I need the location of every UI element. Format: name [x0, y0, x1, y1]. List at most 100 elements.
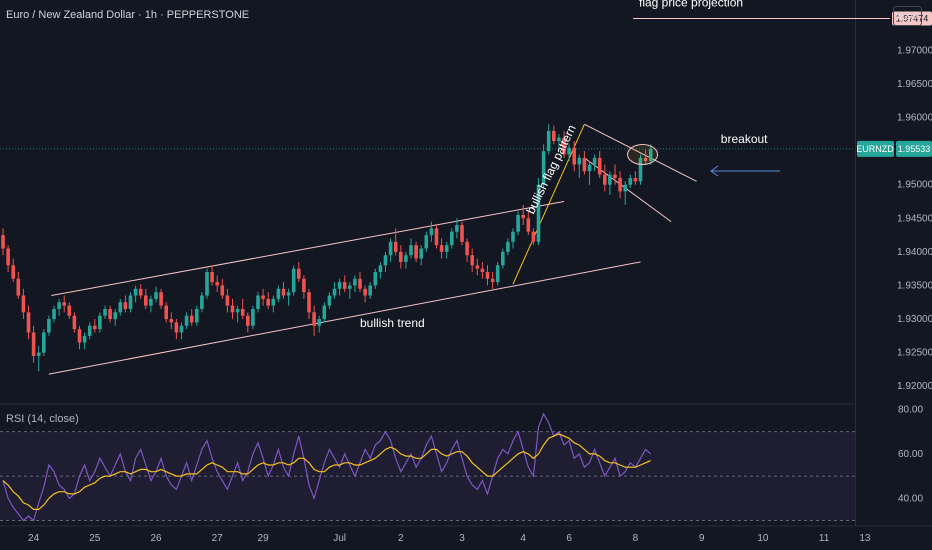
candle-body [93, 325, 97, 330]
last-symbol-badge [857, 140, 894, 157]
candle-body [195, 308, 199, 323]
candle-body [383, 255, 388, 266]
candle-body [623, 184, 627, 192]
time-tick-label: 3 [459, 533, 465, 544]
rsi-tick-label: 40.00 [898, 493, 923, 504]
candle-body [281, 288, 286, 296]
candle-body [429, 228, 434, 236]
candle-body [82, 335, 87, 343]
time-tick-label: 25 [89, 533, 101, 544]
candle-body [235, 308, 240, 313]
candle-body [399, 251, 403, 262]
candle-body [460, 225, 464, 242]
candle-body [62, 302, 66, 306]
candle-body [67, 305, 72, 316]
candle-body [455, 225, 459, 232]
channel-upper-line [51, 201, 565, 297]
candle-body [490, 278, 495, 283]
candle-body [633, 177, 638, 182]
candle-body [215, 282, 219, 286]
candle-body [404, 255, 408, 262]
candle-body [77, 329, 82, 343]
candle-body [358, 278, 362, 289]
candle-body [587, 164, 592, 172]
candle-body [169, 319, 174, 323]
candle-body [501, 251, 505, 266]
candle-body [72, 315, 77, 330]
candle-body [276, 288, 281, 299]
candle-body [144, 295, 148, 306]
candle-body [297, 268, 301, 279]
candle-body [189, 315, 194, 323]
candle-body [332, 288, 337, 296]
candle-body [256, 295, 260, 309]
rsi-ma-line [2, 433, 651, 510]
last-symbol-label: EURNZD [856, 144, 894, 154]
candle-body [342, 282, 347, 289]
last-price-label: 1.95533 [898, 144, 931, 154]
candle-body [271, 298, 276, 306]
candle-body [603, 174, 607, 185]
price-tick-label: 1.94500 [897, 213, 932, 224]
candle-body [291, 268, 296, 293]
candle-body [133, 288, 138, 296]
candle-body [174, 322, 179, 333]
candle-body [465, 241, 469, 256]
candle-body [648, 149, 653, 162]
candle-body [618, 177, 622, 192]
rsi-tick-label: 60.00 [898, 449, 923, 460]
candle-body [31, 332, 36, 356]
annotation-bullish-trend: bullish trend [360, 316, 425, 330]
candle-body [52, 308, 56, 320]
candle-body [98, 315, 102, 330]
candle-body [327, 295, 332, 306]
projection-badge [892, 11, 932, 26]
projection-price-label: 1.97474 [896, 14, 929, 24]
price-tick-label: 1.97000 [897, 45, 932, 56]
candle-body [108, 308, 112, 320]
candle-body [552, 130, 556, 142]
time-tick-label: 13 [859, 533, 871, 544]
candle-body [246, 315, 250, 326]
candle-body [511, 231, 515, 242]
candle-body [577, 157, 582, 165]
candle-body [470, 255, 474, 266]
candle-body [128, 295, 133, 309]
currency-button[interactable]: NZD [893, 6, 922, 26]
candle-body [414, 245, 418, 259]
candle-body [307, 292, 311, 313]
candle-body [485, 272, 490, 279]
candle-body [36, 352, 41, 356]
candle-body [439, 245, 444, 252]
candle-body [608, 174, 612, 185]
time-tick-label: 11 [819, 533, 830, 544]
candle-body [450, 231, 454, 246]
candle-body [225, 295, 230, 306]
candle-body [562, 137, 566, 155]
candle-body [419, 248, 423, 259]
price-tick-label: 1.92000 [897, 381, 932, 392]
candle-body [597, 157, 602, 175]
time-tick-label: 9 [699, 533, 705, 544]
flag-lower-line [584, 157, 672, 223]
candle-body [210, 272, 214, 283]
time-tick-label: Jul [333, 533, 346, 544]
annotation-breakout: breakout [721, 132, 768, 146]
candle-body [302, 278, 306, 293]
time-tick-label: 26 [150, 533, 162, 544]
annotation-bullish-flag: bullish flag pattern [524, 123, 579, 217]
candle-body [348, 285, 352, 289]
candle-body [164, 305, 168, 320]
candle-body [87, 325, 92, 336]
candle-body [521, 214, 525, 219]
candle-body [393, 241, 398, 252]
candle-body [613, 174, 617, 178]
candle-body [149, 298, 153, 306]
candle-body [138, 288, 143, 296]
candle-body [57, 302, 61, 309]
candle-body [322, 305, 327, 320]
candle-body [531, 231, 536, 242]
candle-body [179, 325, 184, 333]
rsi-title: RSI (14, close) [6, 413, 79, 425]
